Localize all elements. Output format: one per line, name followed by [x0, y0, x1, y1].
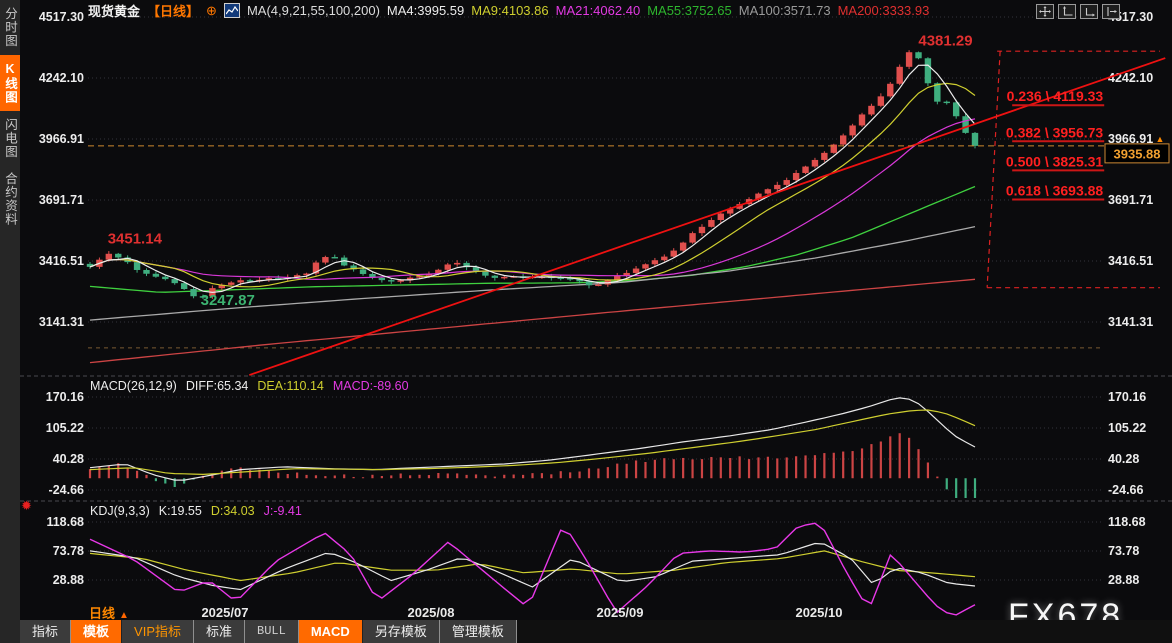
- sidebar-item-kline-chart[interactable]: K线图: [0, 54, 20, 111]
- svg-text:2025/08: 2025/08: [407, 605, 454, 620]
- timeframe-label: 日线: [89, 606, 116, 621]
- kdj-k-value: K:19.55: [158, 504, 202, 518]
- tab-vip-indicators[interactable]: VIP指标: [122, 620, 194, 643]
- kdj-d-value: D:34.03: [210, 504, 255, 518]
- svg-text:3691.71: 3691.71: [39, 193, 84, 207]
- kdj-title: KDJ(9,3,3): [90, 504, 150, 518]
- svg-text:4517.30: 4517.30: [39, 10, 84, 24]
- svg-text:3141.31: 3141.31: [39, 315, 84, 329]
- current-price-label: [1104, 143, 1170, 164]
- svg-text:0.382 \ 3956.73: 0.382 \ 3956.73: [1006, 124, 1104, 140]
- sidebar-item-time-chart[interactable]: 分时图: [3, 7, 17, 48]
- svg-text:-24.66: -24.66: [1108, 483, 1143, 497]
- svg-text:105.22: 105.22: [46, 421, 84, 435]
- svg-text:170.16: 170.16: [1108, 390, 1146, 404]
- timeframe-tag[interactable]: 日线 ▲: [89, 603, 129, 622]
- svg-text:3141.31: 3141.31: [1108, 315, 1153, 329]
- svg-text:4242.10: 4242.10: [39, 71, 84, 85]
- svg-text:105.22: 105.22: [1108, 421, 1146, 435]
- svg-text:3451.14: 3451.14: [108, 231, 163, 248]
- add-indicator-icon[interactable]: ⊕: [206, 2, 217, 18]
- kdj-j-value: J:-9.41: [263, 504, 302, 518]
- macd-histogram: [88, 433, 977, 498]
- macd-diff-value: DIFF:65.34: [185, 379, 249, 393]
- svg-text:118.68: 118.68: [1108, 515, 1146, 529]
- sidebar-item-lightning-chart[interactable]: 闪电图: [3, 117, 17, 159]
- svg-text:3416.51: 3416.51: [39, 254, 84, 268]
- kdj-indicator-header: KDJ(9,3,3) K:19.55 D:34.03 J:-9.41: [90, 504, 302, 518]
- tab-manage-template[interactable]: 管理模板: [439, 620, 517, 643]
- fibonacci-retracement: 0.236 \ 4119.33 0.382 \ 3956.73 0.500 \ 38…: [986, 50, 1160, 289]
- x-axis-zoom-icon[interactable]: [1080, 4, 1098, 19]
- bottom-tab-bar: 指标 模板 VIP指标 标准 BULL MACD 另存模板 管理模板: [20, 620, 1172, 643]
- svg-text:4381.29: 4381.29: [918, 33, 972, 50]
- svg-text:3966.91: 3966.91: [1108, 132, 1153, 146]
- ma55-value: MA55:3752.65: [647, 3, 732, 18]
- svg-text:0.500 \ 3825.31: 0.500 \ 3825.31: [1006, 153, 1104, 169]
- alert-burst-icon: ✹: [21, 498, 32, 513]
- tab-indicators[interactable]: 指标: [20, 620, 72, 643]
- current-price-marker: 3935.88 ▲: [88, 134, 1170, 164]
- macd-value: MACD:-89.60: [332, 379, 409, 393]
- tab-macd[interactable]: MACD: [298, 620, 363, 643]
- chart-header: 现货黄金 【日线】 ⊕ MA(4,9,21,55,100,200) MA4:39…: [88, 2, 930, 20]
- svg-text:2025/09: 2025/09: [597, 605, 644, 620]
- chevron-up-icon: ▲: [119, 610, 129, 621]
- ma200-value: MA200:3333.93: [837, 3, 930, 18]
- ma100-value: MA100:3571.73: [738, 3, 831, 18]
- svg-text:28.88: 28.88: [1108, 573, 1139, 587]
- pan-tool-icon[interactable]: [1036, 4, 1054, 19]
- svg-text:-24.66: -24.66: [49, 483, 84, 497]
- svg-text:73.78: 73.78: [1108, 544, 1139, 558]
- svg-text:118.68: 118.68: [46, 515, 84, 529]
- left-sidebar: 分时图 K线图 闪电图 合约资料: [0, 0, 20, 643]
- sidebar-item-contract-info[interactable]: 合约资料: [3, 172, 17, 226]
- macd-indicator-header: MACD(26,12,9) DIFF:65.34 DEA:110.14 MACD…: [90, 379, 409, 393]
- ma21-value: MA21:4062.40: [555, 3, 641, 18]
- svg-text:▲: ▲: [1156, 134, 1165, 144]
- svg-text:0.236 \ 4119.33: 0.236 \ 4119.33: [1007, 88, 1104, 104]
- svg-text:3416.51: 3416.51: [1108, 254, 1153, 268]
- ma4-value: MA4:3995.59: [386, 3, 465, 18]
- svg-text:40.28: 40.28: [53, 452, 84, 466]
- symbol-title: 现货黄金: [88, 4, 141, 19]
- candlestick-series: [86, 50, 979, 300]
- tab-save-as-template[interactable]: 另存模板: [362, 620, 440, 643]
- svg-text:3691.71: 3691.71: [1108, 193, 1153, 207]
- svg-text:4242.10: 4242.10: [1108, 71, 1153, 85]
- svg-text:0.618 \ 3693.88: 0.618 \ 3693.88: [1006, 183, 1104, 199]
- svg-text:2025/10: 2025/10: [795, 605, 842, 620]
- macd-dea-value: DEA:110.14: [257, 379, 324, 393]
- chart-style-icon[interactable]: [223, 3, 240, 18]
- svg-text:3247.87: 3247.87: [201, 292, 255, 309]
- tab-template[interactable]: 模板: [71, 620, 123, 643]
- svg-text:2025/07: 2025/07: [201, 605, 248, 620]
- svg-text:40.28: 40.28: [1108, 452, 1139, 466]
- trendline: [249, 57, 1166, 376]
- y-axis-zoom-icon[interactable]: [1058, 4, 1076, 19]
- period-label[interactable]: 【日线】: [147, 4, 200, 19]
- ma-settings-label: MA(4,9,21,55,100,200): [246, 3, 380, 18]
- tab-standard[interactable]: 标准: [194, 620, 246, 643]
- svg-text:73.78: 73.78: [53, 544, 84, 558]
- svg-text:3966.91: 3966.91: [39, 132, 84, 146]
- macd-title: MACD(26,12,9): [90, 379, 177, 393]
- svg-text:170.16: 170.16: [46, 390, 84, 404]
- ma9-value: MA9:4103.86: [471, 3, 549, 18]
- chart-toolbar: [1036, 4, 1120, 19]
- svg-text:28.88: 28.88: [53, 573, 84, 587]
- shift-chart-icon[interactable]: [1102, 4, 1120, 19]
- svg-text:3935.88: 3935.88: [1114, 146, 1161, 161]
- tab-bull[interactable]: BULL: [245, 620, 299, 643]
